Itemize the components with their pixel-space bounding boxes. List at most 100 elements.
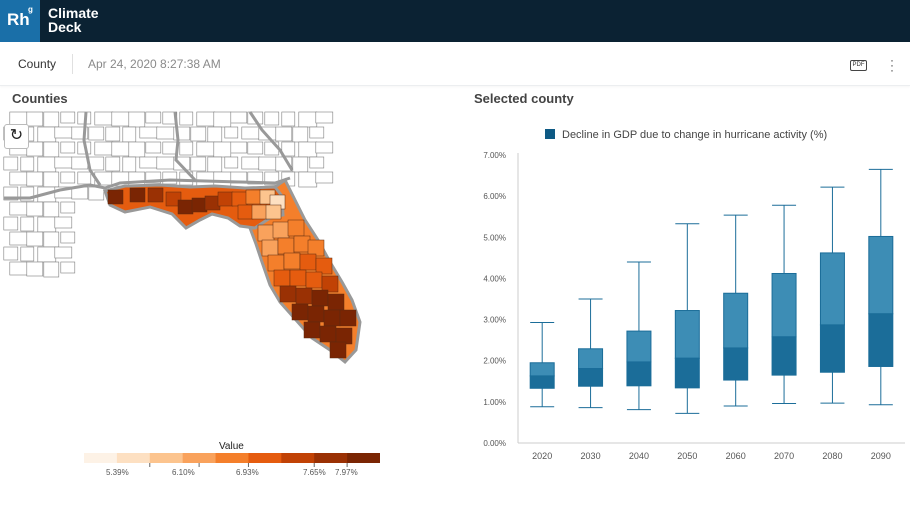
county[interactable] — [323, 309, 341, 327]
county[interactable] — [287, 219, 305, 237]
box-2020[interactable] — [529, 321, 555, 408]
county[interactable] — [217, 191, 234, 207]
box-2030[interactable] — [578, 298, 604, 409]
county[interactable] — [147, 187, 164, 203]
county[interactable] — [311, 289, 329, 307]
county[interactable] — [293, 235, 311, 253]
neighbor-county — [3, 156, 19, 171]
county[interactable] — [315, 257, 333, 275]
box-2050[interactable] — [674, 223, 700, 414]
neighbor-county — [54, 246, 73, 259]
county[interactable] — [321, 275, 339, 293]
neighbor-county — [230, 111, 248, 124]
county-map[interactable] — [0, 108, 390, 438]
neighbor-county — [3, 246, 19, 261]
y-tick-label: 0.00% — [483, 439, 506, 448]
neighbor-county — [60, 261, 76, 274]
box-lower — [626, 361, 652, 387]
map-legend — [84, 453, 380, 467]
neighbor-county — [196, 111, 216, 127]
map-borders — [4, 111, 294, 200]
county[interactable] — [177, 199, 194, 215]
box-2040[interactable] — [626, 261, 652, 411]
neighbor-county — [298, 171, 318, 188]
county[interactable] — [291, 303, 309, 321]
more-options-icon[interactable]: · · · — [890, 53, 894, 77]
neighbor-county — [213, 141, 232, 158]
county[interactable] — [273, 269, 291, 287]
county[interactable] — [295, 287, 313, 305]
neighbor-county — [9, 231, 28, 246]
florida-counties[interactable] — [107, 187, 357, 359]
neighbor-county — [224, 126, 239, 139]
county[interactable] — [307, 305, 325, 323]
x-tick-label: 2070 — [774, 451, 794, 461]
neighbor-county — [281, 111, 296, 127]
county[interactable] — [267, 254, 285, 272]
logo-superscript: g — [28, 5, 33, 14]
neighbor-county — [230, 141, 248, 154]
state-border — [173, 111, 197, 182]
county[interactable] — [231, 191, 248, 207]
neighbor-county — [37, 126, 57, 143]
neighbor-county — [60, 201, 76, 214]
y-tick-label: 1.00% — [483, 398, 506, 407]
box-upper — [626, 330, 652, 363]
box-2090[interactable] — [868, 168, 894, 406]
county[interactable] — [251, 204, 268, 220]
box-2070[interactable] — [771, 204, 797, 405]
neighbor-county — [315, 141, 334, 154]
county[interactable] — [272, 221, 290, 239]
county[interactable] — [307, 239, 325, 257]
county[interactable] — [245, 189, 262, 205]
legend-swatch — [281, 453, 315, 463]
county[interactable] — [327, 293, 345, 311]
neighbor-county — [9, 261, 28, 276]
county[interactable] — [257, 224, 275, 242]
legend-tick-label: 7.97% — [335, 468, 358, 477]
box-lower — [529, 375, 555, 389]
neighbor-county — [298, 111, 318, 128]
county[interactable] — [299, 253, 317, 271]
county[interactable] — [165, 191, 182, 207]
county[interactable] — [329, 341, 347, 359]
county[interactable] — [283, 252, 301, 270]
y-tick-label: 3.00% — [483, 316, 506, 325]
x-tick-label: 2040 — [629, 451, 649, 461]
neighbor-county — [43, 261, 60, 278]
neighbor-county — [179, 111, 194, 126]
neighbor-county — [122, 156, 137, 173]
county[interactable] — [319, 325, 337, 343]
county[interactable] — [107, 189, 124, 205]
reset-map-button[interactable]: ↻ — [4, 124, 29, 149]
county[interactable] — [279, 285, 297, 303]
neighbor-county — [20, 246, 35, 262]
county[interactable] — [277, 237, 295, 255]
neighbor-county — [128, 111, 146, 128]
pdf-export-icon[interactable]: PDF — [850, 60, 867, 71]
box-upper — [868, 235, 894, 315]
neighbor-county — [60, 111, 76, 124]
y-tick-label: 7.00% — [483, 151, 506, 160]
county[interactable] — [303, 321, 321, 339]
county[interactable] — [265, 204, 282, 220]
county[interactable] — [289, 269, 307, 287]
county[interactable] — [237, 204, 254, 220]
app-logo[interactable]: Rh g — [0, 0, 40, 42]
county[interactable] — [129, 187, 146, 203]
box-lower — [771, 336, 797, 376]
county[interactable] — [339, 309, 357, 327]
box-2080[interactable] — [819, 186, 845, 404]
county[interactable] — [305, 271, 323, 289]
county[interactable] — [261, 239, 279, 257]
legend-swatch — [182, 453, 217, 463]
neighbor-county — [43, 141, 60, 158]
tab-county[interactable]: County — [18, 57, 57, 71]
box-2060[interactable] — [723, 214, 749, 407]
county[interactable] — [335, 327, 353, 345]
neighbor-county — [162, 141, 178, 155]
neighbor-county — [156, 126, 175, 140]
neighbor-county — [264, 111, 280, 126]
neighbor-county — [292, 126, 309, 143]
legend-swatch — [116, 453, 151, 463]
